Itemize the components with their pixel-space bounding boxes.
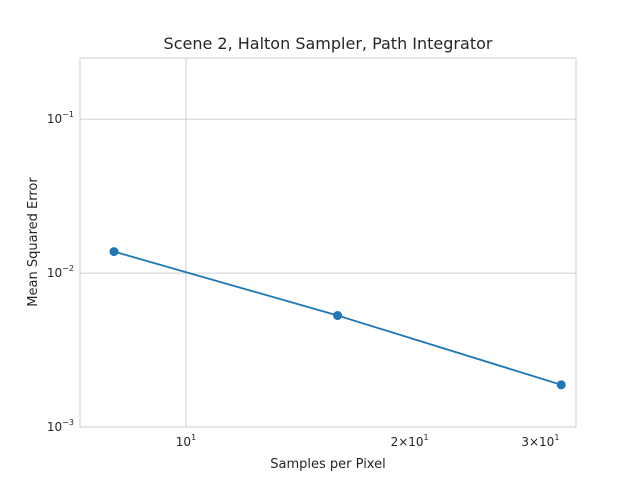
x-axis-label: Samples per Pixel	[270, 457, 385, 472]
series-layer	[109, 247, 566, 390]
grid-layer	[80, 58, 576, 427]
data-point	[556, 380, 566, 390]
y-tick-label: 10−3	[47, 418, 74, 434]
chart-title: Scene 2, Halton Sampler, Path Integrator	[164, 34, 493, 53]
y-tick-labels: 10−3 10−2 10−1	[47, 110, 74, 434]
data-point	[333, 311, 343, 321]
data-point	[109, 247, 119, 257]
x-tick-label: 3×101	[521, 433, 559, 449]
plot-frame	[79, 57, 577, 428]
x-tick-labels: 101 2×101 3×101	[176, 433, 560, 449]
y-axis-label: Mean Squared Error	[26, 177, 41, 307]
x-tick-label: 101	[176, 433, 196, 449]
x-tick-label: 2×101	[391, 433, 429, 449]
y-tick-label: 10−1	[47, 110, 74, 126]
y-tick-label: 10−2	[47, 264, 74, 280]
